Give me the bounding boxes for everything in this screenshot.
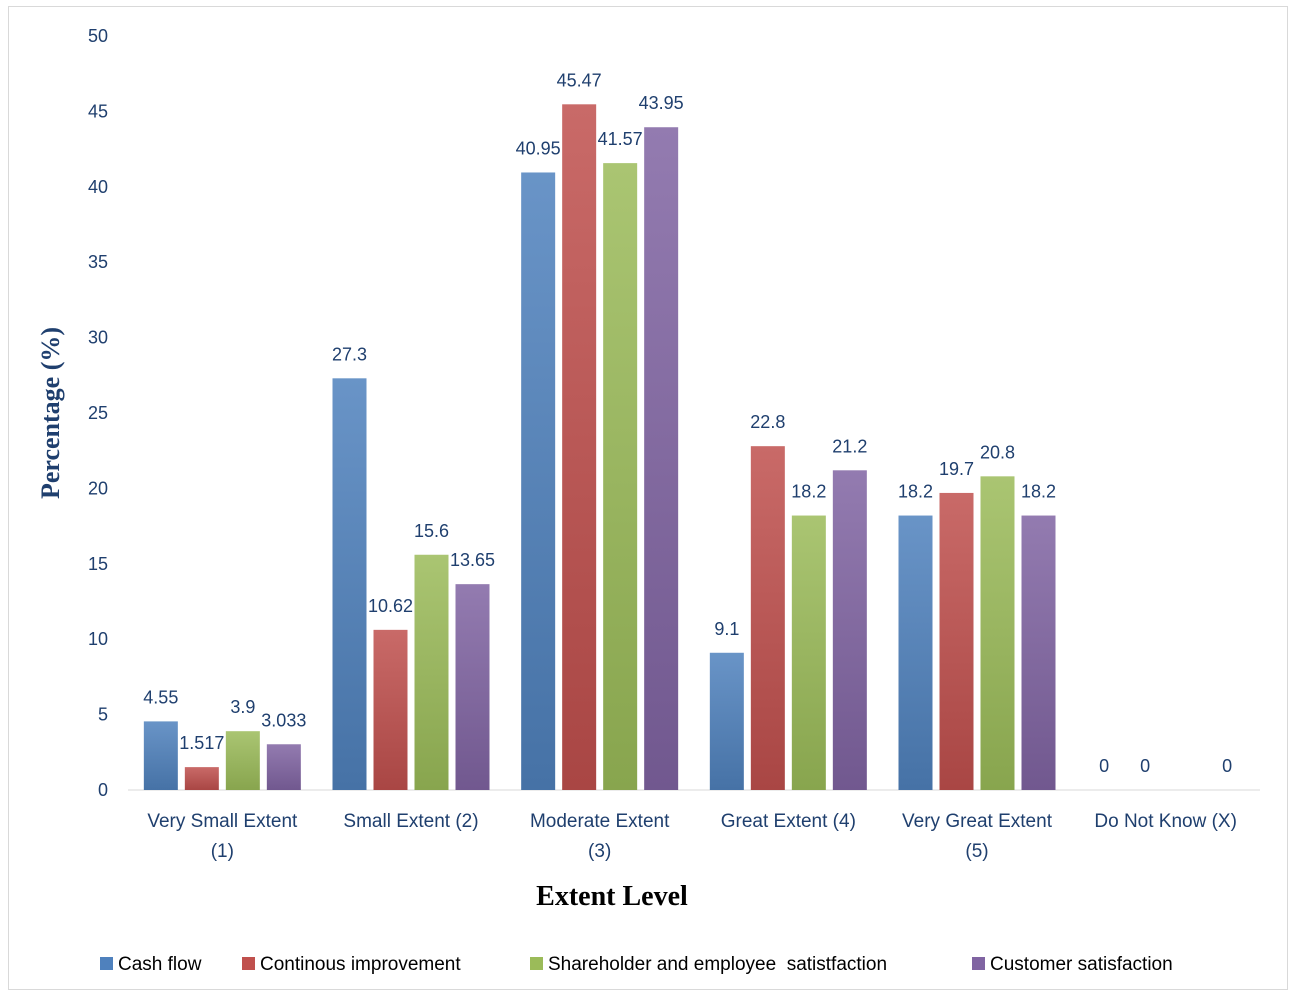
bar: [898, 515, 933, 790]
bar: [455, 584, 490, 790]
category-labels: Very Small Extent (1) Small Extent (2) Mode…: [147, 811, 1237, 862]
y-tick-label: 50: [88, 26, 108, 46]
bar: [709, 652, 744, 790]
bar: [791, 515, 826, 790]
data-label: 43.95: [639, 93, 684, 113]
legend-swatch: [972, 957, 985, 970]
y-tick-label: 35: [88, 252, 108, 272]
legend-label: Cash flow: [118, 954, 202, 975]
legend-swatch: [100, 957, 113, 970]
x-axis-title: Extent Level: [536, 881, 688, 912]
bar: [332, 378, 367, 790]
bar: [266, 744, 301, 790]
y-tick-label: 45: [88, 101, 108, 121]
data-label: 18.2: [791, 482, 826, 502]
bar: [562, 104, 597, 791]
data-label: 41.57: [598, 129, 643, 149]
legend-label: Shareholder and employee satistfaction: [548, 954, 887, 975]
data-label: 20.8: [980, 442, 1015, 462]
bar: [184, 767, 219, 790]
y-tick-label: 15: [88, 554, 108, 574]
bar: [1021, 515, 1056, 790]
bar: [143, 721, 178, 790]
category-label: (5): [965, 841, 988, 862]
y-tick-label: 0: [98, 780, 108, 800]
data-label: 40.95: [516, 138, 561, 158]
category-label: Moderate Extent: [530, 811, 670, 832]
data-label: 45.47: [557, 70, 602, 90]
y-tick-label: 5: [98, 705, 108, 725]
bar: [832, 470, 867, 790]
legend-label: Continous improvement: [260, 954, 461, 975]
bar: [644, 127, 679, 790]
data-label: 1.517: [179, 733, 224, 753]
data-label: 22.8: [750, 412, 785, 432]
category-label: (3): [588, 841, 611, 862]
data-label: 19.7: [939, 459, 974, 479]
legend-swatch: [530, 957, 543, 970]
data-label: 10.62: [368, 596, 413, 616]
y-tick-label: 25: [88, 403, 108, 423]
category-label: Very Small Extent: [147, 811, 298, 832]
data-label: 21.2: [832, 436, 867, 456]
data-label: 4.55: [143, 687, 178, 707]
bar: [225, 731, 260, 790]
legend: Cash flow Continous improvement Shareholde…: [100, 954, 1173, 975]
bar: [414, 554, 449, 790]
bar: [939, 492, 974, 790]
bar: [750, 446, 785, 790]
category-label: Small Extent (2): [343, 811, 478, 832]
y-tick-label: 30: [88, 328, 108, 348]
bar: [373, 629, 408, 790]
data-label: 0: [1140, 756, 1150, 776]
bars: [143, 104, 1056, 791]
bar: [980, 476, 1015, 790]
y-tick-label: 40: [88, 177, 108, 197]
legend-label: Customer satisfaction: [990, 954, 1173, 975]
category-label: Very Great Extent: [902, 811, 1053, 832]
bar: [521, 172, 556, 790]
y-tick-label: 20: [88, 478, 108, 498]
category-label: (1): [211, 841, 234, 862]
chart-frame: [8, 6, 1288, 990]
y-tick-label: 10: [88, 629, 108, 649]
data-label: 3.9: [230, 697, 255, 717]
data-label: 0: [1222, 756, 1232, 776]
y-axis-ticks: 0 5 10 15 20 25 30 35 40 45 50: [88, 26, 108, 800]
data-label: 27.3: [332, 344, 367, 364]
data-label: 15.6: [414, 521, 449, 541]
category-label: Do Not Know (X): [1094, 811, 1237, 832]
data-labels: 4.55 1.517 3.9 3.033 27.3 10.62 15.613.65 40.95…: [143, 70, 1232, 776]
data-label: 18.2: [1021, 482, 1056, 502]
data-label: 18.2: [898, 482, 933, 502]
y-axis-title: Percentage (%): [36, 327, 65, 499]
data-label: 0: [1099, 756, 1109, 776]
category-label: Great Extent (4): [721, 811, 856, 832]
data-label: 3.033: [261, 710, 306, 730]
data-label: 9.1: [714, 619, 739, 639]
data-label: 13.65: [450, 550, 495, 570]
bar: [603, 163, 638, 791]
legend-swatch: [242, 957, 255, 970]
